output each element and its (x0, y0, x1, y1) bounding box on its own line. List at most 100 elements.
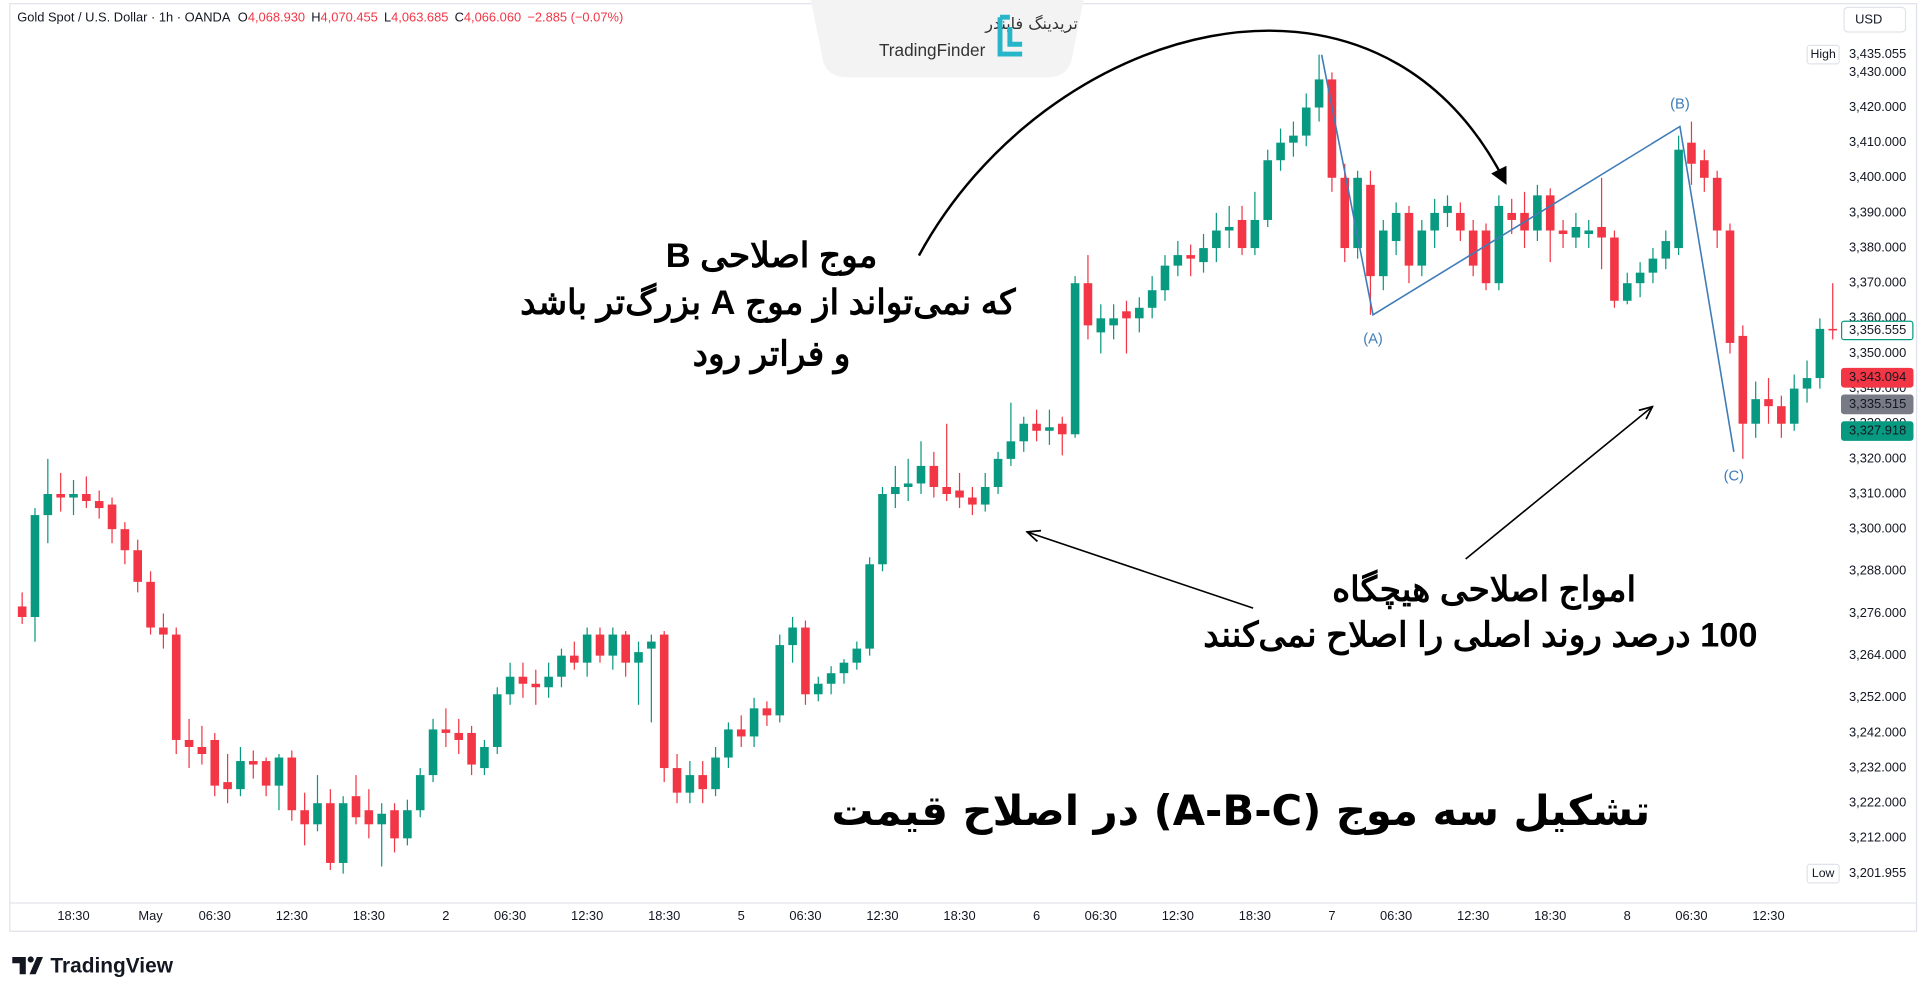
y-tick-label: 3,252.000 (1849, 689, 1906, 704)
currency-box[interactable] (1843, 6, 1907, 33)
candle-body (197, 746, 207, 755)
y-tick-label: 3,232.000 (1849, 759, 1906, 774)
y-tick-label: 3,410.000 (1849, 134, 1906, 149)
candle-body (1828, 328, 1838, 331)
price-tag-label: 3,343.094 (1849, 369, 1906, 384)
candle-body (955, 490, 964, 498)
candle-body (1700, 160, 1709, 178)
annotation-line: امواج اصلاحی هیچگاه (1332, 569, 1636, 610)
candle-body (30, 515, 40, 617)
candle-body (878, 494, 887, 565)
candle-body (1725, 230, 1735, 343)
candle-body (1301, 107, 1311, 136)
candle-body (313, 803, 322, 825)
candle-body (146, 581, 155, 628)
candle-body (107, 504, 117, 530)
candle-body (1533, 195, 1542, 231)
annotation-line: که نمی‌تواند از موج A بزرگ‌تر باشد (520, 282, 1016, 323)
x-tick-label: 06:30 (199, 908, 231, 923)
ohlc-key: H (311, 10, 320, 25)
candle-body (634, 652, 643, 663)
candle-body (1006, 441, 1016, 459)
y-tick-label: 3,300.000 (1849, 521, 1906, 536)
candle-body (839, 662, 849, 674)
candle-body (390, 810, 399, 839)
annotation-correction: امواج اصلاحی هیچگاه 100 درصد روند اصلی ر… (1203, 569, 1757, 655)
x-tick-label: 12:30 (866, 908, 898, 923)
y-tick-label: 3,380.000 (1849, 239, 1906, 254)
candle-body (659, 634, 669, 769)
candle-body (1289, 135, 1298, 143)
wave-label: (C) (1724, 468, 1744, 484)
candle-body (788, 627, 797, 646)
tv-logo (12, 957, 43, 975)
candle-body (1468, 230, 1478, 266)
price-tag-label: 3,201.955 (1849, 865, 1906, 880)
candle-body (1327, 79, 1337, 178)
candle-body (762, 708, 772, 716)
candle-body (582, 634, 592, 663)
annotation-wave-b: موج اصلاحی B که نمی‌تواند از موج A بزرگ‌… (520, 237, 1016, 374)
annotation-line: موج اصلاحی B (666, 237, 877, 276)
candle-body (1122, 311, 1131, 319)
candle-body (1430, 212, 1439, 231)
candle-body (210, 739, 220, 786)
candle-body (377, 813, 386, 825)
annotation-line: 100 درصد روند اصلی را اصلاح نمی‌کنند (1203, 617, 1757, 656)
candle-body (454, 732, 464, 740)
candle-body (595, 634, 605, 656)
x-tick-label: 18:30 (353, 908, 385, 923)
candle-body (1558, 230, 1568, 235)
price-tag (1840, 367, 1914, 388)
candle-body (1353, 177, 1362, 249)
candle-body (1045, 427, 1054, 431)
candle-body (480, 746, 489, 769)
candle-body (1584, 230, 1594, 235)
price-tag-label: 3,356.555 (1849, 322, 1906, 337)
candle-body (184, 739, 194, 747)
candle-body (647, 641, 656, 649)
candle-body (1764, 399, 1773, 407)
candle-body (557, 655, 566, 677)
x-tick-label: 5 (738, 908, 745, 923)
candle-body (1661, 241, 1671, 259)
x-tick-label: 18:30 (1534, 908, 1566, 923)
ohlc-key: L (384, 10, 391, 25)
candle-body (1340, 177, 1350, 249)
candle-body (1250, 219, 1260, 249)
x-tick-label: 12:30 (1457, 908, 1489, 923)
candle-body (428, 729, 438, 776)
candle-body (531, 683, 541, 688)
abc-wave (1320, 54, 1735, 452)
tv-logo-dot (27, 956, 34, 963)
watermark-box (810, 0, 1084, 78)
price-tag (1840, 421, 1914, 441)
candle-body (1378, 230, 1388, 277)
y-tick-label: 3,350.000 (1849, 345, 1906, 360)
candle-body (1456, 212, 1465, 231)
candle-body (749, 708, 759, 737)
candle-body (685, 775, 695, 793)
candle-body (1443, 205, 1452, 213)
candle-body (441, 729, 451, 733)
x-tick-label: 06:30 (1380, 908, 1412, 923)
ohlc-value: 4,063.685 (391, 10, 448, 25)
y-tick-label: 3,430.000 (1849, 64, 1906, 79)
candle-body (1019, 423, 1029, 442)
candle-body (852, 648, 862, 663)
candle-body (1366, 184, 1375, 277)
candle-body (672, 768, 682, 793)
currency[interactable]: USD (1855, 12, 1882, 27)
ohlc: O4,068.930 H4,070.455 L4,063.685 C4,066.060 (238, 10, 521, 25)
candle-body (1276, 142, 1285, 161)
candle-body (261, 761, 271, 786)
y-tick-label: 3,222.000 (1849, 795, 1906, 810)
candle-body (621, 634, 630, 663)
wave-label: (B) (1670, 96, 1690, 112)
y-tick-label: 3,400.000 (1849, 169, 1906, 184)
candle-body (1738, 335, 1748, 424)
y-tick-label: 3,212.000 (1849, 830, 1906, 845)
candle-body (248, 761, 258, 765)
arrow (1027, 532, 1254, 609)
x-tick-label: 12:30 (1752, 908, 1784, 923)
